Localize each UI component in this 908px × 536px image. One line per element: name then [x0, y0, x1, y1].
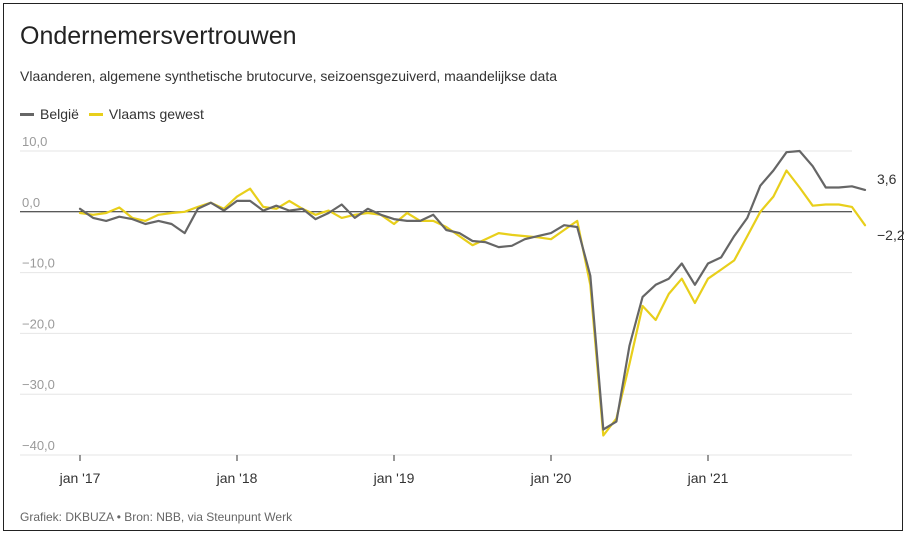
y-tick-label: −40,0 [22, 438, 55, 453]
chart-frame [3, 3, 903, 531]
x-tick-label: jan '19 [373, 470, 415, 486]
legend-swatch-belgie [20, 112, 34, 116]
legend-swatch-vlaams-gewest [88, 112, 103, 116]
chart-title: Ondernemersvertrouwen [20, 22, 297, 50]
y-tick-label: −30,0 [22, 377, 55, 392]
y-tick-label: −20,0 [22, 316, 55, 331]
chart-legend: België Vlaams gewest [20, 106, 214, 122]
series-lines [78, 149, 867, 437]
x-tick-label: jan '18 [216, 470, 258, 486]
legend-item-vlaams-gewest: Vlaams gewest [88, 106, 204, 122]
x-tick-label: jan '17 [59, 470, 101, 486]
legend-item-belgie: België [20, 106, 79, 122]
chart-subtitle: Vlaanderen, algemene synthetische brutoc… [20, 68, 557, 84]
legend-label-vlaams-gewest: Vlaams gewest [108, 106, 204, 122]
x-tick-label: jan '20 [530, 470, 572, 486]
legend-label-belgie: België [40, 106, 79, 122]
y-tick-label: −10,0 [22, 256, 55, 271]
chart-source: Grafiek: DKBUZA • Bron: NBB, via Steunpu… [20, 510, 293, 524]
end-label-vlaams-gewest: −2,2 [877, 227, 905, 243]
y-tick-labels: 10,0 0,0 −10,0 −20,0 −30,0 −40,0 [22, 134, 55, 453]
y-tick-label: 0,0 [22, 195, 40, 210]
y-tick-label: 10,0 [22, 134, 47, 149]
end-labels: 3,6 −2,2 [877, 171, 905, 243]
x-tick-label: jan '21 [687, 470, 729, 486]
x-tick-labels: jan '17 jan '18 jan '19 jan '20 jan '21 [59, 455, 729, 486]
end-label-belgie: 3,6 [877, 171, 897, 187]
series-line-belgie [78, 149, 867, 431]
grid-lines [20, 150, 852, 456]
